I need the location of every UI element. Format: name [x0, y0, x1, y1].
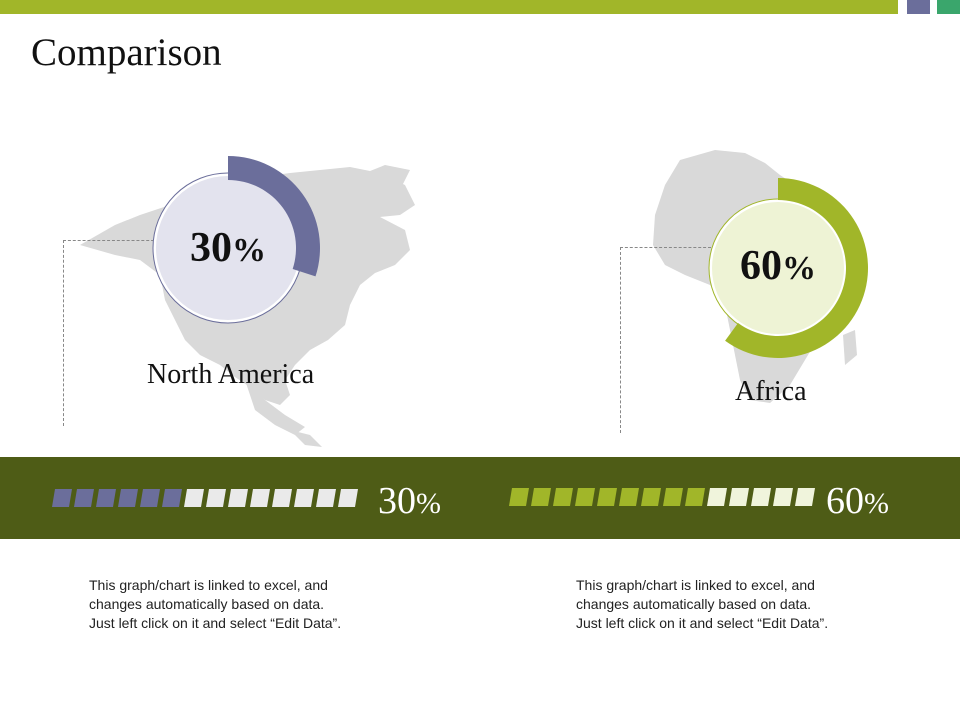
north-america-progress-label: 30%: [378, 479, 441, 523]
progress-segment-filled: [96, 489, 116, 507]
note-left: This graph/chart is linked to excel, and…: [89, 576, 409, 633]
progress-segment-empty: [773, 488, 793, 506]
accent-square-2: [937, 0, 960, 14]
progress-segment-empty: [250, 489, 270, 507]
progress-segment-empty: [184, 489, 204, 507]
north-america-leader-line: [63, 240, 159, 426]
progress-segment-filled: [509, 488, 529, 506]
progress-segment-filled: [685, 488, 705, 506]
progress-2-value: 60: [826, 480, 864, 522]
africa-donut-chart[interactable]: [690, 170, 880, 370]
progress-segment-empty: [729, 488, 749, 506]
donut-center: [156, 176, 300, 320]
africa-label: Africa: [735, 376, 807, 407]
africa-value: 60: [740, 243, 782, 289]
progress-segment-filled: [74, 489, 94, 507]
note-line: This graph/chart is linked to excel, and: [89, 577, 328, 593]
north-america-value: 30: [190, 225, 232, 271]
progress-segment-filled: [553, 488, 573, 506]
africa-unit: %: [782, 250, 816, 287]
progress-segment-filled: [619, 488, 639, 506]
progress-segment-filled: [162, 489, 182, 507]
africa-leader-line: [620, 247, 711, 433]
accent-square-1: [907, 0, 930, 14]
north-america-percent: 30%: [168, 224, 288, 272]
progress-segment-filled: [52, 489, 72, 507]
progress-segment-empty: [228, 489, 248, 507]
progress-segment-empty: [206, 489, 226, 507]
progress-segment-filled: [575, 488, 595, 506]
progress-segment-empty: [272, 489, 292, 507]
progress-segment-empty: [795, 488, 815, 506]
note-line: This graph/chart is linked to excel, and: [576, 577, 815, 593]
note-line: Just left click on it and select “Edit D…: [89, 615, 342, 631]
north-america-donut-chart[interactable]: [140, 140, 340, 340]
slide-title: Comparison: [31, 31, 222, 74]
north-america-label: North America: [147, 359, 315, 390]
progress-1-value: 30: [378, 480, 416, 522]
donut-slice[interactable]: [725, 178, 868, 358]
progress-segment-empty: [316, 489, 336, 507]
note-line: changes automatically based on data.: [89, 596, 325, 612]
progress-segment-empty: [338, 489, 358, 507]
note-right: This graph/chart is linked to excel, and…: [576, 576, 896, 633]
progress-segment-filled: [531, 488, 551, 506]
africa-progress-label: 60%: [826, 479, 889, 523]
north-america-unit: %: [232, 232, 266, 269]
progress-segment-filled: [641, 488, 661, 506]
top-accent-bar: [0, 0, 898, 14]
progress-2-unit: %: [864, 487, 889, 520]
progress-segment-filled: [140, 489, 160, 507]
progress-segment-empty: [751, 488, 771, 506]
note-line: changes automatically based on data.: [576, 596, 812, 612]
note-line: Just left click on it and select “Edit D…: [576, 615, 829, 631]
progress-segment-filled: [597, 488, 617, 506]
progress-segment-empty: [294, 489, 314, 507]
progress-segment-empty: [707, 488, 727, 506]
north-america-progress-bar[interactable]: [48, 487, 358, 511]
donut-center: [712, 202, 844, 334]
donut-slice[interactable]: [228, 156, 320, 277]
progress-1-unit: %: [416, 487, 441, 520]
progress-segment-filled: [118, 489, 138, 507]
africa-progress-bar[interactable]: [505, 486, 815, 510]
africa-percent: 60%: [718, 242, 838, 290]
progress-segment-filled: [663, 488, 683, 506]
